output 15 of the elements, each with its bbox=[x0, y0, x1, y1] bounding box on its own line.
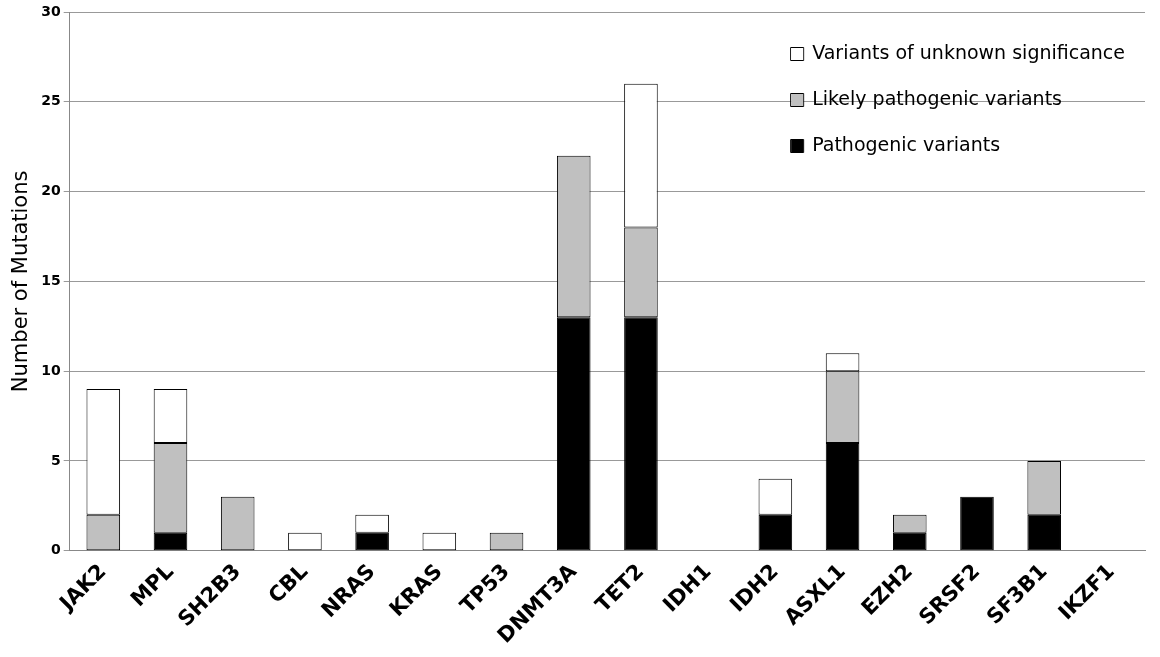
y-tick-label: 0 bbox=[50, 541, 61, 558]
y-tick-label: 25 bbox=[41, 92, 61, 109]
y-axis-title: Number of Mutations bbox=[8, 170, 33, 393]
y-tick-label: 5 bbox=[50, 451, 61, 468]
x-tick-label: CBL bbox=[263, 559, 313, 608]
legend-label: Pathogenic variants bbox=[812, 132, 1001, 155]
y-tick-label: 30 bbox=[41, 2, 61, 19]
y-tick-label: 10 bbox=[41, 361, 61, 378]
y-tick-label: 15 bbox=[41, 271, 61, 288]
legend-label: Variants of unknown significance bbox=[812, 40, 1126, 63]
legend-label: Likely pathogenic variants bbox=[812, 86, 1062, 109]
bar bbox=[1027, 514, 1061, 551]
y-tick-label: 20 bbox=[41, 182, 61, 199]
bar bbox=[624, 317, 658, 551]
bar bbox=[960, 496, 994, 551]
